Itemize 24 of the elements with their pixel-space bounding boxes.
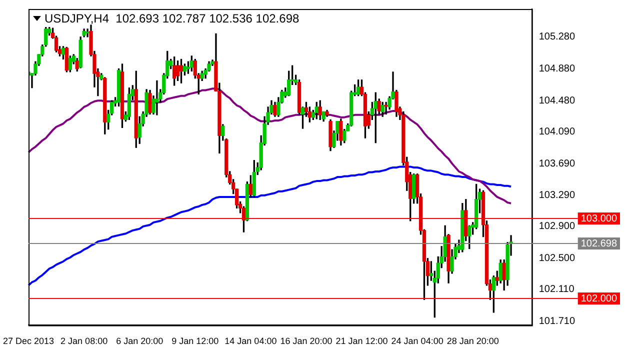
y-tick-label: 104.480: [538, 95, 576, 106]
x-tick-label: 27 Dec 2013: [2, 336, 54, 346]
chart-title: USDJPY,H4 102.693 102.787 102.536 102.698: [44, 11, 300, 26]
y-tick-label: 103.290: [538, 190, 576, 202]
x-tick-label: 9 Jan 12:00: [172, 336, 219, 346]
y-tick-label: 103.690: [538, 158, 576, 170]
x-tick-label: 2 Jan 08:00: [60, 336, 108, 346]
x-tick-label: 28 Jan 20:00: [446, 336, 499, 346]
ref-line-label: 103.000: [580, 213, 618, 224]
x-tick-label: 16 Jan 20:00: [280, 336, 332, 346]
ref-line-label: 102.698: [580, 238, 618, 250]
y-tick-label: 104.090: [538, 126, 576, 138]
y-tick-label: 102.110: [538, 284, 575, 296]
y-tick-label: 104.880: [538, 63, 576, 74]
x-tick-label: 14 Jan 04:00: [224, 336, 277, 346]
y-tick-label: 102.900: [538, 221, 576, 232]
y-tick-label: 102.500: [538, 253, 576, 264]
ref-line-label: 102.000: [580, 293, 618, 304]
x-tick-label: 6 Jan 20:00: [116, 336, 164, 346]
x-tick-label: 24 Jan 04:00: [391, 336, 444, 346]
y-tick-label: 105.280: [538, 32, 576, 43]
x-tick-label: 21 Jan 12:00: [336, 336, 388, 346]
y-tick-label: 101.710: [538, 316, 576, 327]
candlestick: [155, 80, 159, 116]
